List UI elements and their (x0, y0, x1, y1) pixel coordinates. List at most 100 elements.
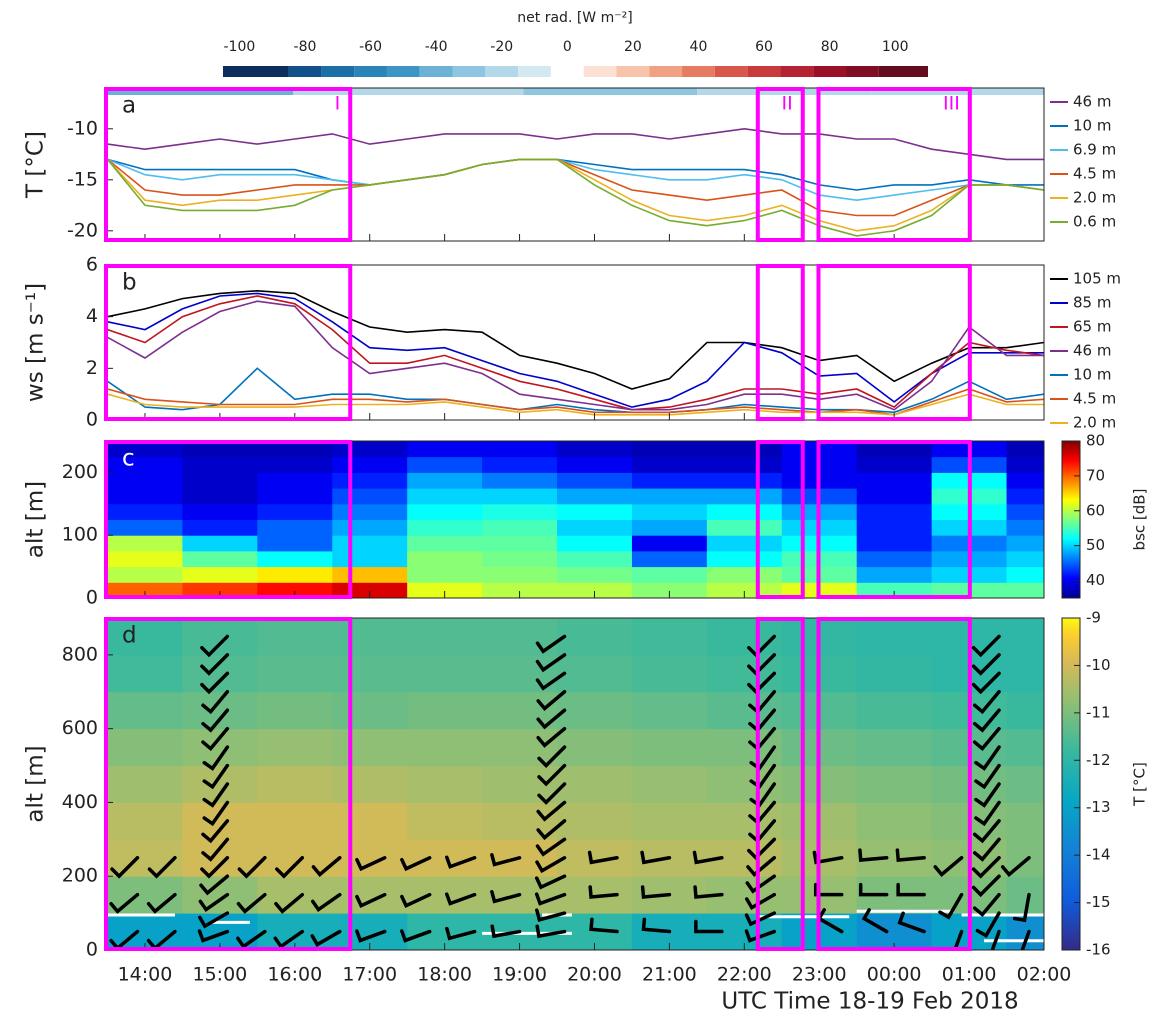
heat-cell (332, 765, 408, 803)
heat-cell (182, 535, 258, 552)
x-tick-label: 22:00 (717, 964, 772, 986)
heat-cell (407, 582, 483, 598)
heat-cell (856, 691, 933, 730)
y-axis-label: T [°C] (23, 131, 49, 199)
heat-cell (106, 488, 183, 505)
colorbar-tick-label: -11 (1086, 703, 1111, 721)
y-tick-label: 600 (62, 717, 98, 739)
colorbar-tick-label: -40 (425, 39, 448, 55)
heat-cell (332, 488, 408, 505)
barb-staff (897, 911, 926, 934)
barb-staff (745, 874, 777, 894)
heat-cell (1006, 802, 1044, 840)
wind-barb (813, 882, 844, 897)
heat-cell (407, 535, 483, 552)
barb-staff (445, 855, 477, 869)
y-tick-label: 800 (62, 643, 98, 665)
wind-barb (535, 671, 567, 691)
heat-cell (257, 618, 333, 656)
heat-cell (182, 472, 258, 489)
barb-staff (147, 856, 177, 879)
barb-staff (201, 819, 230, 844)
heat-cell (557, 456, 633, 473)
wind-barb (200, 653, 230, 676)
heat-cell (482, 472, 558, 489)
heat-cell (1006, 765, 1044, 803)
heat-cell (856, 566, 933, 583)
highlight-box (755, 440, 805, 599)
heat-cell (407, 691, 483, 730)
wind-barb (537, 782, 567, 805)
wind-barb (202, 763, 230, 790)
barb-staff (974, 782, 1001, 808)
highlight-box (755, 87, 805, 242)
x-tick-label: 17:00 (342, 964, 397, 986)
heat-cell (106, 654, 183, 693)
barb-staff (536, 819, 567, 841)
heat-cell (557, 519, 633, 536)
heat-cell (182, 550, 258, 568)
netrad-segment (871, 88, 1044, 95)
y-tick-label: -10 (67, 117, 98, 139)
heat-cell (332, 503, 408, 520)
colorbar-cell (878, 66, 928, 77)
colorbar-label: T [°C] (1131, 762, 1149, 807)
heat-cell (631, 472, 708, 489)
heat-cell (557, 839, 633, 877)
heat-cell (257, 550, 333, 568)
x-tick-label: 19:00 (492, 964, 547, 986)
colorbar-tick-label: 40 (690, 39, 708, 55)
wind-barb (535, 653, 567, 673)
highlight-label: III (943, 93, 960, 115)
heat-cell (1006, 503, 1044, 520)
wind-barb (896, 882, 926, 897)
wind-barb (974, 763, 1001, 790)
colorbar-tick-label: 20 (624, 39, 642, 55)
heat-cell (257, 472, 333, 489)
heat-cell (407, 550, 483, 568)
colorbar-tick-label: 80 (821, 39, 839, 55)
wind-barb (400, 892, 432, 908)
colorbar-tick-label: -12 (1086, 751, 1111, 769)
heat-cell (407, 488, 483, 505)
heat-cell (482, 535, 558, 552)
barb-staff (895, 848, 926, 862)
barb-staff (537, 782, 567, 805)
barb-staff (1020, 929, 1031, 950)
colorbar-tick-label: -15 (1086, 893, 1111, 911)
heat-cell (482, 519, 558, 536)
wind-barb (400, 929, 432, 943)
barb-staff (237, 856, 267, 879)
y-tick-label: -20 (67, 219, 98, 241)
heat-cell (557, 472, 633, 489)
wind-barb (744, 911, 777, 927)
colorbar-tick-label: 100 (882, 39, 909, 55)
heat-cell (106, 456, 183, 473)
heat-cell (106, 535, 183, 552)
heat-cell (482, 456, 558, 473)
heat-cell (1006, 582, 1044, 598)
heat-cell (106, 765, 183, 803)
barb-staff (974, 763, 1001, 790)
wind-barb (693, 885, 724, 899)
highlight-box (104, 87, 353, 242)
x-axis-label: UTC Time 18-19 Feb 2018 (721, 989, 1018, 1015)
wind-barb (640, 885, 672, 899)
heat-cell (1006, 519, 1044, 536)
wind-barb (535, 856, 567, 874)
barb-staff (355, 929, 387, 943)
netrad-segment (293, 88, 524, 95)
panel-label: a (122, 93, 136, 119)
heat-cell (856, 488, 933, 505)
heat-cell (557, 441, 633, 458)
legend-label: 65 m (1073, 318, 1111, 336)
wind-barb (536, 726, 567, 748)
colorbar-cell (419, 66, 453, 77)
heat-cell (106, 566, 183, 583)
barb-staff (858, 882, 889, 897)
wind-barb (275, 856, 305, 879)
colorbar (1061, 617, 1081, 951)
barb-staff (445, 892, 477, 906)
wind-barb (355, 929, 387, 943)
series-line (106, 158, 1044, 217)
